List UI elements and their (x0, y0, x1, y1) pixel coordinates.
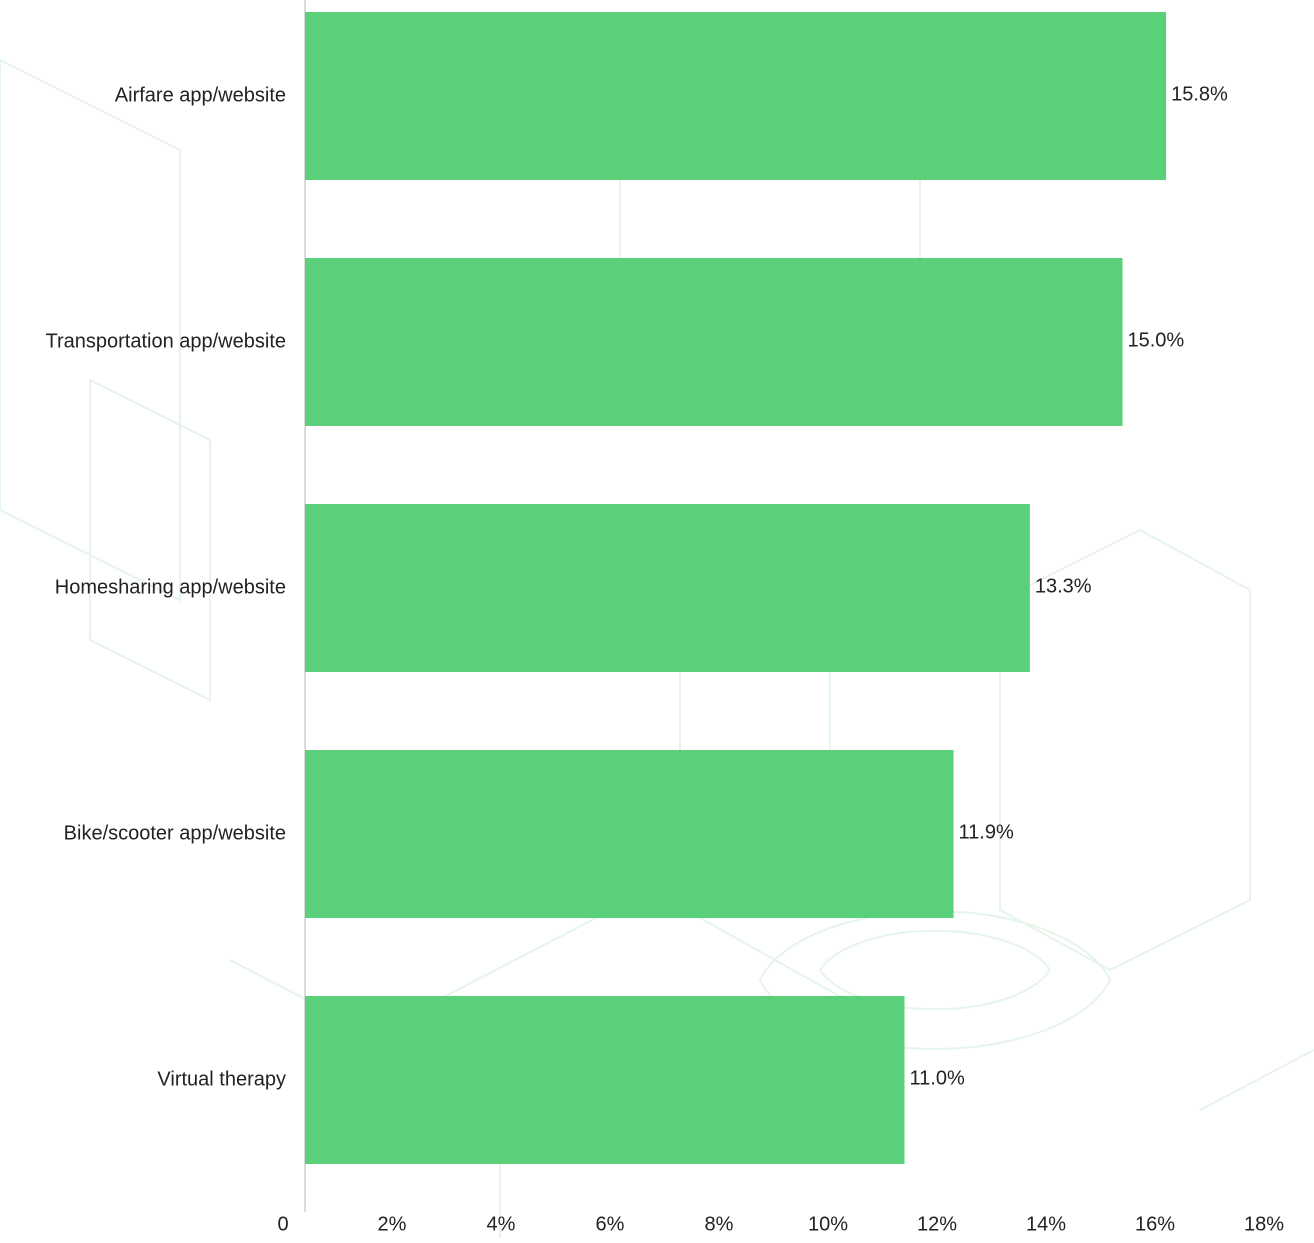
y-tick-label: Homesharing app/website (55, 576, 286, 598)
bar (305, 12, 1166, 180)
bar (305, 504, 1030, 672)
y-tick-label: Airfare app/website (115, 84, 286, 106)
value-label: 11.9% (959, 821, 1014, 843)
y-tick-label: Virtual therapy (157, 1068, 286, 1090)
x-tick-label: 16% (1135, 1213, 1175, 1235)
x-tick-label: 8% (705, 1213, 734, 1235)
x-tick-label: 0 (277, 1213, 288, 1235)
bar (305, 750, 954, 918)
x-tick-label: 12% (917, 1213, 957, 1235)
x-tick-label: 6% (596, 1213, 625, 1235)
x-tick-label: 18% (1244, 1213, 1284, 1235)
chart: 0 2% 4% 6% 8% 10% 12% 14% 16% 18% Airfare app/webs… (0, 0, 1314, 1238)
bar (305, 996, 905, 1164)
value-label: 11.0% (910, 1067, 965, 1089)
y-tick-label: Transportation app/website (45, 330, 286, 352)
value-label: 15.0% (1128, 329, 1185, 351)
x-tick-label: 4% (487, 1213, 516, 1235)
value-label: 13.3% (1035, 575, 1092, 597)
value-label: 15.8% (1171, 83, 1228, 105)
x-tick-label: 2% (378, 1213, 407, 1235)
x-tick-label: 14% (1026, 1213, 1066, 1235)
y-tick-label: Bike/scooter app/website (64, 822, 286, 844)
x-tick-label: 10% (808, 1213, 848, 1235)
bar (305, 258, 1123, 426)
